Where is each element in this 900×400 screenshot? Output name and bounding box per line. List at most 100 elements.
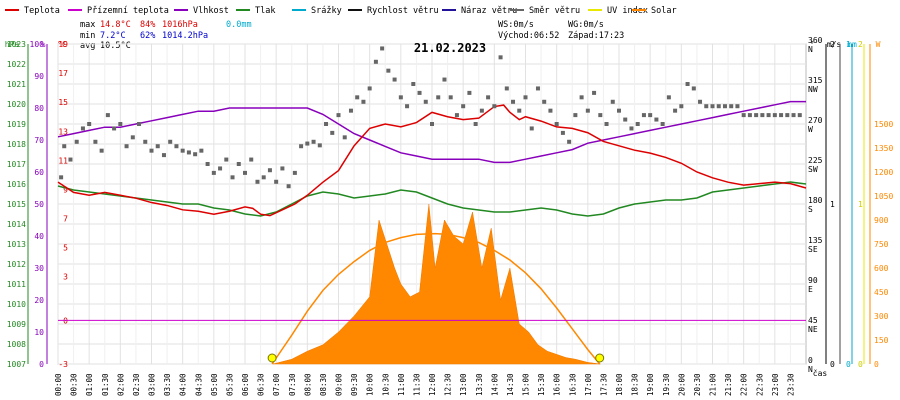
dir-tick-deg: 0	[808, 356, 813, 365]
wind-dir-point	[685, 82, 690, 86]
dir-tick-label: W	[808, 125, 813, 134]
w-tick: 0	[874, 360, 879, 369]
wind-dir-point	[174, 144, 179, 149]
hpa-tick: 1021	[7, 80, 26, 89]
wind-dir-point	[361, 99, 366, 104]
wind-dir-point	[224, 157, 229, 162]
wind-dir-point	[592, 90, 597, 95]
wind-dir-point	[411, 82, 416, 86]
wind-dir-point	[336, 113, 341, 118]
wind-dir-point	[405, 104, 410, 109]
ms-tick: 2	[830, 40, 835, 49]
wind-dir-point	[760, 113, 765, 118]
hpa-tick: 1018	[7, 140, 26, 149]
x-tick: 09:00	[335, 373, 344, 396]
wind-dir-point	[679, 104, 684, 109]
x-tick: 02:30	[132, 373, 141, 396]
wind-dir-point	[186, 150, 191, 155]
wind-dir-point	[243, 170, 247, 175]
wind-dir-point	[68, 157, 73, 162]
hpa-tick: 1023	[7, 40, 26, 49]
x-tick: 14:30	[506, 373, 515, 396]
stat-max-hum: 84%	[140, 20, 155, 30]
x-tick: 15:00	[522, 373, 531, 396]
x-tick: 08:30	[319, 373, 328, 396]
wind-dir-point	[99, 148, 104, 153]
wind-dir-point	[779, 113, 784, 118]
wind-dir-point	[486, 95, 491, 100]
wind-dir-point	[80, 126, 85, 131]
wind-dir-point	[473, 122, 478, 126]
stat-max-label: max	[80, 20, 95, 30]
x-tick: 09:30	[350, 373, 359, 396]
wind-dir-point	[274, 179, 279, 184]
x-tick: 01:00	[85, 373, 94, 396]
hpa-tick: 1014	[7, 220, 26, 229]
wind-dir-point	[155, 144, 160, 149]
wind-dir-point	[660, 122, 665, 126]
axes: hPa% °C ° m/s mm W100710081009101010111012101…	[5, 36, 894, 396]
wind-dir-point	[548, 108, 553, 113]
mm-tick: 1	[846, 40, 851, 49]
legend-label: Srážky	[311, 6, 342, 16]
ms-tick: 1	[830, 200, 835, 209]
x-tick: 21:30	[724, 373, 733, 396]
stat-min-label: min	[80, 31, 95, 41]
wind-dir-point	[59, 175, 64, 180]
wind-dir-point	[299, 144, 304, 149]
legend-label: Přízemní teplota	[87, 6, 169, 16]
dir-tick-label: NW	[808, 85, 818, 94]
wind-dir-point	[461, 104, 466, 109]
x-tick: 18:00	[615, 373, 624, 396]
x-tick: 01:30	[101, 373, 110, 396]
wind-dir-point	[479, 108, 484, 113]
wind-dir-point	[579, 95, 584, 100]
x-tick: 19:30	[662, 373, 671, 396]
hpa-tick: 1007	[7, 360, 26, 369]
x-tick: 07:00	[272, 373, 281, 396]
x-tick: 12:30	[444, 373, 453, 396]
stat-rain: 0.0mm	[226, 20, 252, 30]
x-tick: 00:00	[54, 373, 63, 396]
x-tick: 03:30	[163, 373, 172, 396]
uv-tick: 0	[858, 360, 863, 369]
wind-dir-point	[567, 139, 572, 144]
pct-tick: 70	[34, 136, 44, 145]
wind-dir-point	[517, 108, 522, 113]
pct-tick: 80	[34, 104, 44, 113]
wind-dir-point	[193, 152, 198, 157]
wind-dir-point	[392, 77, 397, 82]
x-tick: 21:00	[709, 373, 718, 396]
wind-dir-point	[448, 95, 453, 100]
wind-dir-point	[747, 113, 752, 118]
wind-dir-point	[87, 122, 92, 126]
wind-dir-point	[112, 126, 117, 131]
wind-dir-point	[199, 148, 204, 153]
pct-tick: 30	[34, 264, 44, 273]
wind-dir-point	[542, 99, 547, 104]
wind-dir-point	[467, 90, 472, 95]
axis-unit-degc: °C	[57, 40, 67, 49]
stat-wg: WG:0m/s	[568, 20, 604, 30]
temp-tick: 7	[63, 215, 68, 224]
wind-dir-point	[386, 68, 391, 73]
wind-dir-point	[398, 95, 403, 100]
wind-dir-point	[617, 108, 621, 113]
w-tick: 900	[874, 216, 889, 225]
x-tick: 23:00	[771, 373, 780, 396]
wind-dir-point	[704, 104, 709, 109]
wind-dir-point	[311, 139, 316, 144]
wind-dir-point	[610, 99, 615, 104]
wind-dir-point	[785, 113, 790, 118]
legend-label: Směr větru	[529, 6, 580, 16]
stat-sunrise: Východ:06:52	[498, 31, 559, 41]
hpa-tick: 1020	[7, 100, 26, 109]
uv-tick: 2	[858, 40, 863, 49]
wind-dir-point	[492, 104, 497, 109]
w-tick: 300	[874, 312, 889, 321]
dir-tick-label: S	[808, 205, 813, 214]
temp-tick: 17	[58, 69, 68, 78]
stat-avg-temp: 10.5°C	[100, 41, 131, 51]
wind-dir-point	[797, 113, 802, 118]
